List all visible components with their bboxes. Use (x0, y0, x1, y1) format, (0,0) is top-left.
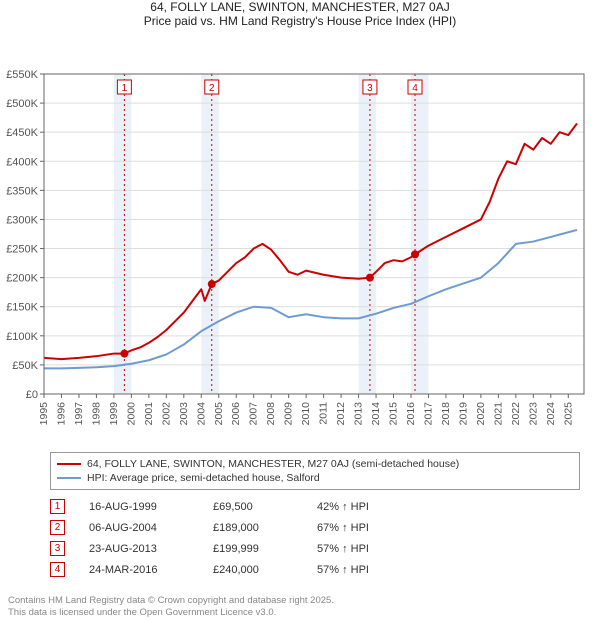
svg-text:£250K: £250K (6, 244, 38, 256)
legend-swatch (57, 463, 81, 465)
svg-text:2023: 2023 (527, 402, 539, 426)
svg-text:2003: 2003 (178, 402, 190, 426)
legend: 64, FOLLY LANE, SWINTON, MANCHESTER, M27… (50, 452, 580, 490)
legend-label: HPI: Average price, semi-detached house,… (87, 472, 320, 484)
chart-title-line2: Price paid vs. HM Land Registry's House … (0, 14, 600, 28)
svg-text:2001: 2001 (143, 402, 155, 426)
svg-text:2011: 2011 (318, 402, 330, 425)
svg-text:2008: 2008 (265, 402, 277, 426)
svg-text:3: 3 (367, 83, 373, 94)
svg-text:2017: 2017 (422, 402, 434, 426)
svg-text:£0: £0 (26, 389, 38, 401)
sale-row: 3 23-AUG-2013 £199,999 57% ↑ HPI (50, 538, 580, 559)
svg-text:2021: 2021 (492, 402, 504, 426)
svg-text:£50K: £50K (12, 360, 38, 372)
svg-text:£550K: £550K (6, 69, 38, 81)
sale-price: £240,000 (213, 564, 293, 576)
sale-badge: 4 (50, 562, 65, 577)
footer-line1: Contains HM Land Registry data © Crown c… (8, 595, 592, 607)
svg-text:£150K: £150K (6, 302, 38, 314)
svg-text:1996: 1996 (55, 402, 67, 426)
footer-line2: This data is licensed under the Open Gov… (8, 607, 592, 619)
sale-date: 23-AUG-2013 (89, 543, 189, 555)
svg-text:£450K: £450K (6, 127, 38, 139)
sales-table: 1 16-AUG-1999 £69,500 42% ↑ HPI 2 06-AUG-2004… (50, 496, 580, 580)
sale-date: 16-AUG-1999 (89, 501, 189, 513)
sale-row: 4 24-MAR-2016 £240,000 57% ↑ HPI (50, 559, 580, 580)
sale-badge: 1 (50, 499, 65, 514)
svg-text:2019: 2019 (457, 402, 469, 426)
svg-text:2024: 2024 (545, 402, 557, 426)
svg-text:2006: 2006 (230, 402, 242, 426)
legend-row: 64, FOLLY LANE, SWINTON, MANCHESTER, M27… (57, 457, 573, 471)
sale-row: 2 06-AUG-2004 £189,000 67% ↑ HPI (50, 517, 580, 538)
sale-price: £199,999 (213, 543, 293, 555)
svg-text:1: 1 (122, 83, 128, 94)
svg-text:£500K: £500K (6, 98, 38, 110)
legend-swatch (57, 477, 81, 479)
svg-text:2007: 2007 (248, 402, 260, 426)
sale-price: £189,000 (213, 522, 293, 534)
svg-text:£200K: £200K (6, 273, 38, 285)
svg-text:2025: 2025 (562, 402, 574, 426)
svg-text:1999: 1999 (108, 402, 120, 426)
svg-text:2: 2 (209, 83, 215, 94)
svg-text:2020: 2020 (475, 402, 487, 426)
svg-text:2013: 2013 (353, 402, 365, 426)
svg-text:2005: 2005 (213, 402, 225, 426)
svg-text:£100K: £100K (6, 331, 38, 343)
chart-svg: £0 £50K £100K £150K £200K £250K £300K £350K £400… (0, 34, 600, 444)
svg-text:2010: 2010 (300, 402, 312, 426)
svg-text:2022: 2022 (510, 402, 522, 426)
svg-text:2014: 2014 (370, 402, 382, 426)
svg-text:2000: 2000 (125, 402, 137, 426)
sale-date: 24-MAR-2016 (89, 564, 189, 576)
svg-text:1998: 1998 (90, 402, 102, 426)
sale-delta: 57% ↑ HPI (317, 564, 397, 576)
sale-badge: 2 (50, 520, 65, 535)
chart-title-line1: 64, FOLLY LANE, SWINTON, MANCHESTER, M27… (0, 0, 600, 14)
sale-date: 06-AUG-2004 (89, 522, 189, 534)
sale-delta: 42% ↑ HPI (317, 501, 397, 513)
svg-text:£350K: £350K (6, 185, 38, 197)
sale-price: £69,500 (213, 501, 293, 513)
svg-text:2012: 2012 (335, 402, 347, 426)
svg-text:2018: 2018 (440, 402, 452, 426)
sale-row: 1 16-AUG-1999 £69,500 42% ↑ HPI (50, 496, 580, 517)
svg-text:4: 4 (412, 83, 418, 94)
svg-text:£400K: £400K (6, 156, 38, 168)
svg-text:1997: 1997 (73, 402, 85, 426)
svg-text:2004: 2004 (195, 402, 207, 426)
legend-label: 64, FOLLY LANE, SWINTON, MANCHESTER, M27… (87, 458, 459, 470)
svg-text:2002: 2002 (160, 402, 172, 426)
legend-row: HPI: Average price, semi-detached house,… (57, 471, 573, 485)
svg-text:1995: 1995 (38, 402, 50, 426)
svg-text:2015: 2015 (388, 402, 400, 426)
sale-delta: 67% ↑ HPI (317, 522, 397, 534)
svg-text:£300K: £300K (6, 214, 38, 226)
svg-text:2009: 2009 (283, 402, 295, 426)
svg-text:2016: 2016 (405, 402, 417, 426)
chart-area: £0 £50K £100K £150K £200K £250K £300K £350K £400… (0, 34, 600, 444)
sale-delta: 57% ↑ HPI (317, 543, 397, 555)
footer-attribution: Contains HM Land Registry data © Crown c… (8, 595, 592, 619)
sale-badge: 3 (50, 541, 65, 556)
